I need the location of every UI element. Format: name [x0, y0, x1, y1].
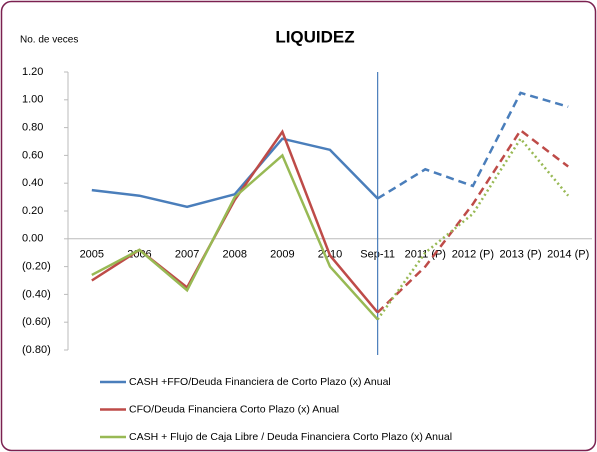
x-tick-label: 2012 (P) — [452, 249, 494, 261]
legend-label: CASH + Flujo de Caja Libre / Deuda Finan… — [129, 431, 452, 443]
y-tick-label: 0.00 — [22, 233, 43, 245]
y-tick-label: 1.00 — [22, 94, 43, 106]
series-line — [376, 128, 569, 314]
y-axis-label: No. de veces — [20, 35, 78, 46]
x-tick-label: 2009 — [270, 249, 294, 261]
x-tick-label: 2007 — [175, 249, 199, 261]
y-tick-label: (0.60) — [22, 316, 51, 328]
y-tick-label: (0.40) — [22, 288, 51, 300]
y-tick-label: (0.20) — [22, 261, 51, 273]
x-tick-label: 2013 (P) — [499, 249, 541, 261]
y-tick-label: 0.20 — [22, 205, 43, 217]
series-line — [91, 137, 379, 209]
legend-label: CASH +FFO/Deuda Financiera de Corto Plaz… — [129, 376, 391, 388]
x-tick-label: 2014 (P) — [547, 249, 589, 261]
series-line — [376, 91, 569, 200]
y-tick-label: (0.80) — [22, 344, 51, 356]
x-tick-label: 2005 — [80, 249, 104, 261]
chart-title: LIQUIDEZ — [275, 27, 354, 46]
y-tick-label: 0.80 — [22, 122, 43, 134]
x-tick-label: 2006 — [127, 249, 151, 261]
x-tick-label: 2008 — [222, 249, 246, 261]
y-tick-label: 0.40 — [22, 177, 43, 189]
legend-label: CFO/Deuda Financiera Corto Plazo (x) Anu… — [129, 403, 339, 415]
y-tick-label: 0.60 — [22, 149, 43, 161]
y-tick-label: 1.20 — [22, 66, 43, 78]
series-line — [91, 153, 379, 321]
